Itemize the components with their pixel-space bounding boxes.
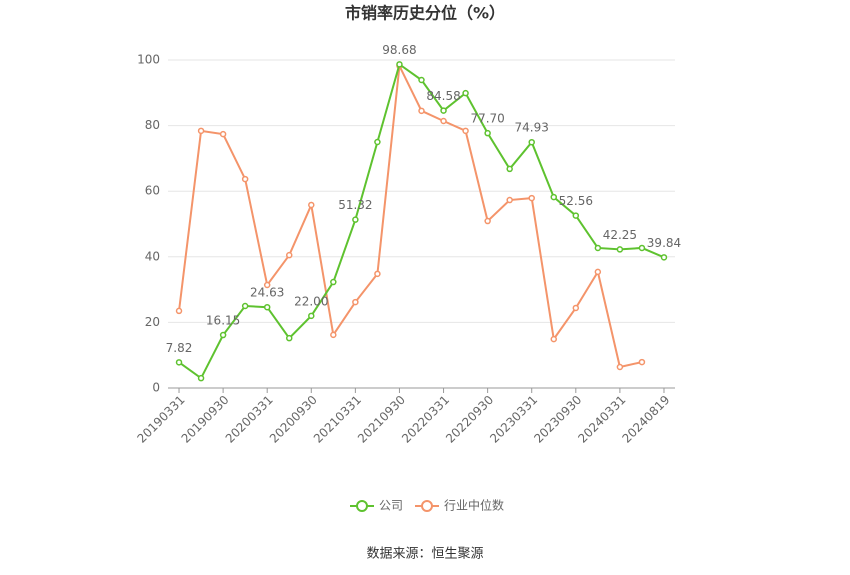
legend-label: 行业中位数 [444, 498, 504, 513]
point [572, 304, 580, 312]
data-label: 7.82 [166, 341, 193, 355]
point [616, 246, 624, 253]
data-label: 24.63 [250, 286, 284, 300]
point [550, 193, 558, 201]
data-label: 77.70 [470, 112, 504, 126]
point [285, 334, 293, 342]
point [241, 175, 249, 183]
point [219, 130, 227, 138]
point [418, 76, 425, 84]
point [175, 359, 183, 366]
x-tick-label: 20240819 [619, 393, 672, 446]
point [616, 363, 624, 371]
point [374, 270, 381, 278]
point [352, 216, 359, 223]
series-line [178, 62, 643, 369]
point [175, 307, 183, 315]
data-label: 74.93 [515, 121, 549, 135]
point [572, 212, 580, 219]
point [550, 335, 558, 343]
point [308, 201, 315, 209]
legend-marker [356, 500, 368, 512]
data-label: 42.25 [603, 228, 637, 242]
point [219, 331, 227, 339]
point [528, 138, 535, 146]
data-label: 84.58 [426, 89, 460, 103]
y-tick-label: 20 [145, 315, 160, 329]
point [263, 303, 271, 311]
y-tick-label: 0 [152, 381, 160, 395]
point [638, 358, 646, 366]
point [418, 107, 425, 115]
point [308, 312, 315, 320]
data-label: 52.56 [559, 194, 593, 208]
point [506, 165, 513, 173]
data-label: 51.32 [338, 198, 372, 212]
point [374, 138, 381, 146]
point [440, 117, 447, 125]
point [660, 254, 668, 261]
point [285, 251, 293, 259]
point [352, 298, 359, 306]
legend-marker [421, 500, 433, 512]
point [330, 331, 337, 339]
point [484, 217, 491, 225]
y-tick-label: 80 [145, 118, 160, 132]
point [528, 194, 535, 202]
y-tick-label: 60 [145, 184, 160, 198]
point [440, 107, 447, 114]
point [241, 302, 249, 310]
y-tick-label: 40 [145, 249, 160, 263]
data-label: 98.68 [382, 43, 416, 57]
point [484, 129, 491, 137]
point [396, 61, 403, 68]
data-label: 39.84 [647, 236, 681, 250]
legend-label: 公司 [379, 499, 403, 513]
point [638, 244, 646, 252]
point [197, 127, 205, 135]
source: 数据来源：恒生聚源 [366, 547, 483, 562]
point [330, 278, 337, 286]
point [594, 244, 602, 252]
point [462, 89, 469, 97]
data-label: 22.00 [294, 294, 328, 308]
point [506, 196, 513, 204]
point [197, 374, 205, 382]
point [462, 127, 469, 135]
y-tick-label: 100 [137, 53, 160, 67]
chart-title: 市销率历史分位（%） [345, 4, 505, 23]
point [594, 268, 602, 276]
point [263, 281, 271, 289]
data-label: 16.15 [206, 314, 240, 328]
